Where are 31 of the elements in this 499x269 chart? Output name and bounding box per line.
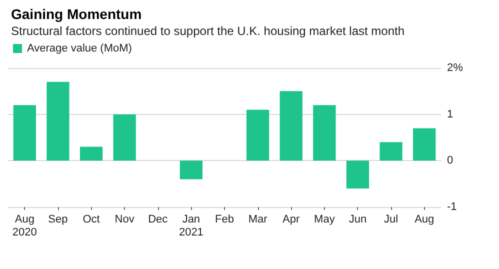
x-tick-label: May xyxy=(314,214,336,226)
bar xyxy=(80,146,103,161)
x-tick-label: Jul xyxy=(384,214,398,226)
y-tick-label: 1 xyxy=(447,108,454,120)
bar xyxy=(280,91,302,161)
bar xyxy=(346,160,370,188)
bar xyxy=(246,110,270,161)
x-tick-label: Apr xyxy=(282,214,300,226)
chart-subtitle: Structural factors continued to support the U.K. housing market last month xyxy=(11,24,405,38)
y-tick-label: 2% xyxy=(447,62,464,74)
bar xyxy=(46,82,70,161)
bar xyxy=(313,105,336,161)
x-tick-label: Aug 2020 xyxy=(12,214,37,238)
bar xyxy=(113,114,136,161)
x-tick-label: Jan 2021 xyxy=(178,214,204,238)
bar xyxy=(380,142,402,161)
x-tick-label: Nov xyxy=(114,214,135,226)
chart-title: Gaining Momentum xyxy=(11,6,142,22)
y-tick-label: 0 xyxy=(447,154,454,167)
bar xyxy=(180,160,203,180)
x-tick-label: Mar xyxy=(248,214,268,226)
x-tick-label: Dec xyxy=(148,214,168,226)
x-tick-label: Oct xyxy=(82,214,100,226)
x-tick-label: Aug xyxy=(414,214,434,226)
y-tick-label: -1 xyxy=(447,201,457,213)
x-tick-label: Feb xyxy=(215,214,234,226)
x-tick-label: Jun xyxy=(348,214,367,226)
legend-label: Average value (MoM) xyxy=(27,42,132,54)
x-tick-label: Sep xyxy=(48,214,68,226)
bar xyxy=(13,105,36,161)
bar xyxy=(413,128,436,161)
